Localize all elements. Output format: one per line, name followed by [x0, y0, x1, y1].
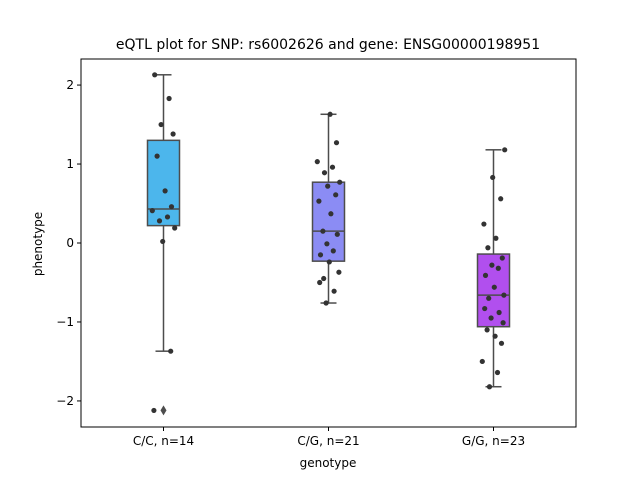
data-point — [484, 327, 490, 333]
data-point — [156, 218, 163, 224]
data-point — [172, 225, 178, 231]
data-point — [336, 269, 342, 275]
data-point — [486, 295, 492, 301]
data-point — [158, 121, 164, 128]
data-point — [325, 183, 331, 189]
data-point — [333, 140, 340, 146]
plot-area — [146, 72, 511, 416]
data-point — [493, 235, 499, 241]
box — [311, 181, 346, 262]
data-point — [337, 179, 343, 185]
data-point — [329, 164, 336, 170]
data-point — [323, 300, 329, 306]
data-point — [314, 159, 320, 165]
data-point — [330, 248, 336, 254]
data-point — [492, 333, 498, 339]
y-tick-label: 1 — [66, 157, 74, 171]
data-point — [334, 231, 340, 237]
data-point — [482, 305, 488, 312]
y-axis-label: phenotype — [31, 212, 45, 276]
data-point — [170, 131, 176, 137]
data-point — [489, 262, 495, 268]
data-point — [499, 255, 505, 261]
y-tick-label: 2 — [66, 78, 74, 92]
data-point — [317, 252, 324, 258]
data-point — [498, 196, 504, 202]
data-point — [152, 72, 158, 78]
data-point — [333, 192, 339, 198]
data-point — [331, 288, 337, 294]
data-point — [488, 315, 494, 321]
data-point — [168, 348, 174, 354]
data-point — [321, 275, 327, 282]
x-axis-label: genotype — [300, 456, 357, 470]
x-tick-label: C/C, n=14 — [133, 434, 194, 448]
y-tick-label: −1 — [56, 315, 74, 329]
chart-title: eQTL plot for SNP: rs6002626 and gene: E… — [116, 37, 540, 53]
data-point — [154, 153, 160, 159]
data-point — [151, 407, 157, 414]
data-point — [485, 245, 491, 251]
data-point — [486, 384, 493, 390]
data-point — [482, 272, 489, 278]
data-point — [168, 204, 175, 210]
data-point — [491, 284, 497, 290]
data-point — [498, 340, 505, 346]
data-point — [316, 198, 322, 204]
data-point — [328, 211, 334, 217]
data-point — [164, 214, 171, 220]
data-point — [317, 279, 323, 286]
data-point — [490, 174, 496, 181]
data-point — [162, 188, 168, 194]
data-point — [149, 208, 155, 214]
data-point — [501, 292, 507, 298]
outlier-marker — [160, 405, 167, 416]
data-point — [495, 265, 501, 271]
data-point — [496, 309, 502, 316]
data-point — [166, 95, 172, 102]
x-tick-label: C/G, n=21 — [297, 434, 359, 448]
data-point — [160, 238, 166, 245]
data-point — [326, 259, 332, 265]
data-point — [320, 228, 326, 234]
data-point — [502, 147, 508, 153]
data-point — [494, 369, 501, 376]
y-tick-label: 0 — [66, 236, 74, 250]
data-point — [500, 320, 506, 326]
data-point — [327, 111, 333, 117]
data-point — [324, 241, 330, 247]
y-tick-label: −2 — [56, 394, 74, 408]
data-point — [321, 170, 328, 176]
data-point — [479, 358, 485, 365]
data-point — [481, 221, 487, 227]
x-tick-label: G/G, n=23 — [462, 434, 525, 448]
